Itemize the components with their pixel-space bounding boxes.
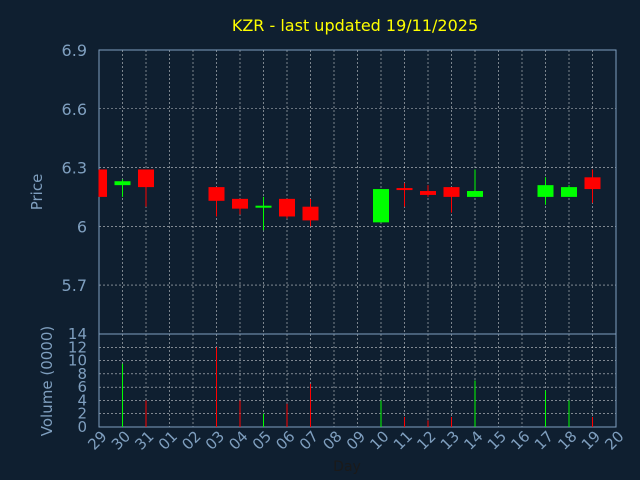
candle-body <box>255 205 272 208</box>
candle-body <box>302 206 319 221</box>
volume-y-tick-label: 0 <box>77 418 87 436</box>
price-y-tick-label: 6 <box>77 217 87 236</box>
candle <box>232 198 248 215</box>
candle <box>302 198 319 227</box>
candle-body <box>561 187 577 197</box>
candle-body <box>467 191 483 197</box>
x-tick-labels: 2930310102030405060708091011121314151617… <box>84 427 627 453</box>
candle <box>279 198 295 219</box>
candle-body <box>373 189 389 223</box>
x-axis-label: Day <box>333 459 361 475</box>
candle <box>138 169 154 207</box>
volume-y-tick-label: 10 <box>68 352 87 370</box>
candle <box>373 189 389 223</box>
volume-y-tick-label: 8 <box>77 365 87 383</box>
candle-body <box>138 169 154 188</box>
candle <box>98 169 107 197</box>
candle <box>443 187 460 213</box>
candle <box>420 185 436 197</box>
candle-body <box>208 187 225 201</box>
candle <box>208 187 225 217</box>
candle-body <box>420 191 436 195</box>
candles <box>98 169 601 231</box>
candle <box>114 179 131 197</box>
volume-y-tick-label: 2 <box>77 405 87 423</box>
price-y-tick-label: 6.3 <box>62 159 87 178</box>
candle <box>255 196 272 231</box>
volume-axis-label: Volume (0000) <box>38 326 56 436</box>
candle <box>537 177 554 205</box>
volume-y-tick-label: 12 <box>68 338 87 356</box>
price-y-tick-labels: 5.7 6 6.3 6.6 6.9 <box>62 41 87 295</box>
candle-body <box>232 198 248 209</box>
volume-y-tick-label: 4 <box>77 391 87 409</box>
price-panel: 5.7 6 6.3 6.6 6.9 Price <box>28 41 617 335</box>
candle <box>467 169 483 197</box>
volume-y-tick-label: 6 <box>77 378 87 396</box>
price-axis-label: Price <box>28 174 46 211</box>
candle <box>561 185 577 197</box>
price-y-tick-label: 6.9 <box>62 41 87 60</box>
candle-body <box>99 169 107 197</box>
volume-bars <box>122 347 593 427</box>
candle-body <box>537 185 554 197</box>
candle-body <box>114 181 131 186</box>
candle-body <box>396 188 413 191</box>
chart-title: KZR - last updated 19/11/2025 <box>232 16 478 35</box>
candle-body <box>443 187 460 197</box>
candle <box>584 169 601 203</box>
candle <box>396 183 413 207</box>
volume-y-tick-label: 14 <box>68 325 87 343</box>
candle-body <box>584 177 601 190</box>
price-y-tick-label: 5.7 <box>62 276 87 295</box>
candle-body <box>279 198 295 217</box>
volume-plot-frame <box>98 333 617 428</box>
price-y-tick-label: 6.6 <box>62 100 87 119</box>
